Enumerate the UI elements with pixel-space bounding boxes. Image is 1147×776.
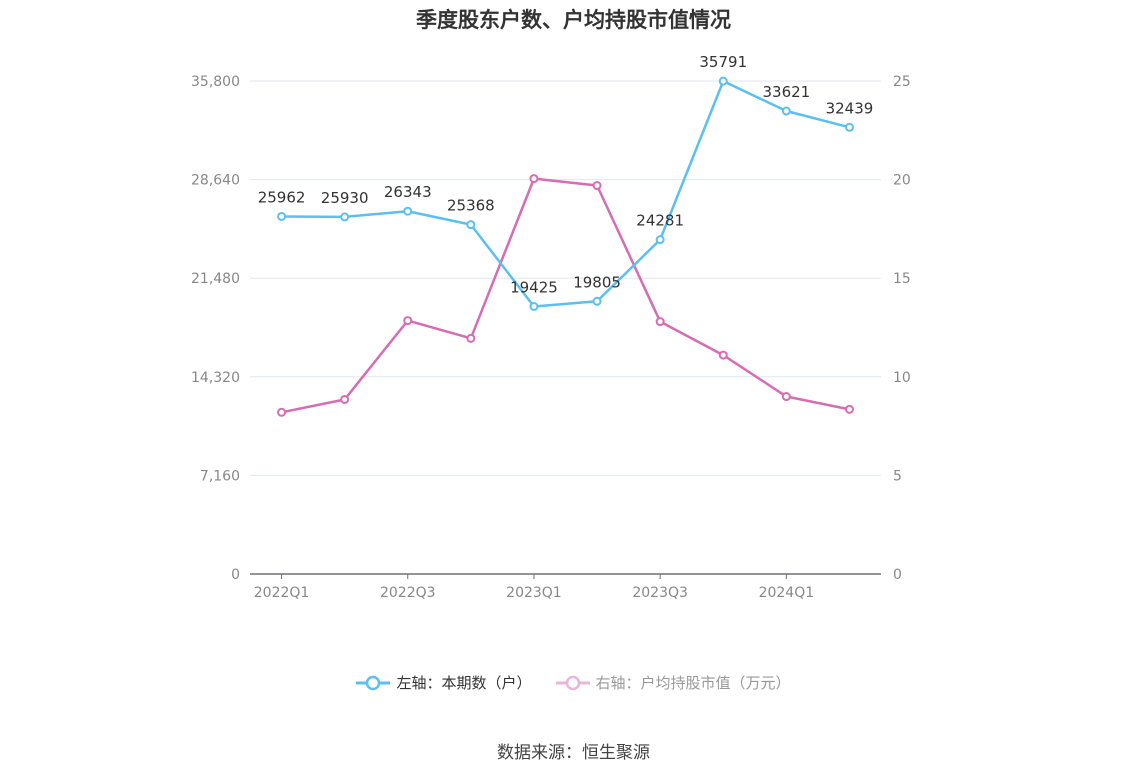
data-label: 32439	[826, 99, 874, 117]
y-left-tick-label: 7,160	[200, 468, 240, 484]
legend-item-market-value[interactable]: 右轴：户均持股市值（万元）	[555, 672, 791, 693]
series-line-market-value	[281, 177, 850, 414]
point-households	[529, 301, 539, 311]
data-label: 25930	[321, 189, 369, 207]
y-left-tick-label: 0	[231, 567, 240, 583]
point-households	[277, 211, 287, 221]
point-market-value	[781, 392, 791, 402]
source-note: 数据来源：恒生聚源	[497, 743, 650, 763]
y-right-tick-label: 25	[893, 74, 911, 90]
point-market-value	[403, 316, 413, 326]
point-households	[403, 206, 413, 216]
data-label: 19805	[573, 273, 621, 291]
point-households	[781, 106, 791, 116]
y-left-tick-label: 21,480	[191, 271, 240, 287]
x-tick-label: 2023Q3	[632, 585, 688, 601]
data-label: 19425	[510, 278, 558, 296]
point-market-value	[277, 407, 287, 417]
data-labels: 25962 25930 26343 25368 19425 19805 24281 35791…	[258, 53, 874, 296]
legend: 左轴：本期数（户） 右轴：户均持股市值（万元）	[0, 672, 1147, 693]
legend-marker-blue-icon	[356, 675, 391, 690]
chart-title: 季度股东户数、户均持股市值情况	[416, 8, 731, 32]
y-left-tick-label: 14,320	[191, 370, 240, 386]
y-right-tick-label: 0	[893, 567, 902, 583]
legend-label: 左轴：本期数（户）	[396, 674, 532, 692]
x-tick-label: 2024Q1	[759, 585, 815, 601]
series-layer	[277, 76, 854, 417]
legend-label: 右轴：户均持股市值（万元）	[595, 674, 791, 692]
x-tick-label: 2023Q1	[506, 585, 562, 601]
data-label: 35791	[699, 53, 747, 71]
legend-marker-pink-icon	[555, 675, 590, 690]
y-left-tick-label: 28,640	[191, 173, 240, 189]
y-right-tick-label: 5	[893, 468, 902, 484]
x-tick-label: 2022Q3	[380, 585, 436, 601]
point-households	[592, 296, 602, 306]
point-households	[718, 76, 728, 86]
point-households	[655, 235, 665, 245]
data-label: 25962	[258, 188, 306, 206]
point-market-value	[529, 174, 539, 184]
x-tick-label: 2022Q1	[254, 585, 310, 601]
point-market-value	[844, 404, 854, 414]
y-left-tick-label: 35,800	[191, 74, 240, 90]
data-label: 25368	[447, 197, 495, 215]
data-label: 26343	[384, 183, 432, 201]
point-households	[466, 220, 476, 230]
grid-lines	[250, 80, 881, 476]
point-market-value	[592, 181, 602, 191]
data-label: 24281	[636, 212, 684, 230]
y-right-tick-label: 10	[893, 370, 911, 386]
point-market-value	[340, 394, 350, 404]
axes: 0 7,160 14,320 21,480 28,640 35,800 0 5 10 15 20 25…	[191, 74, 911, 601]
point-households	[844, 122, 854, 132]
series-line-households	[281, 79, 850, 308]
data-label: 33621	[762, 83, 810, 101]
point-market-value	[466, 333, 476, 343]
y-right-tick-label: 20	[893, 173, 911, 189]
y-right-tick-label: 15	[893, 271, 911, 287]
legend-item-households[interactable]: 左轴：本期数（户）	[356, 672, 532, 693]
point-market-value	[718, 350, 728, 360]
point-market-value	[655, 317, 665, 327]
point-households	[340, 212, 350, 222]
